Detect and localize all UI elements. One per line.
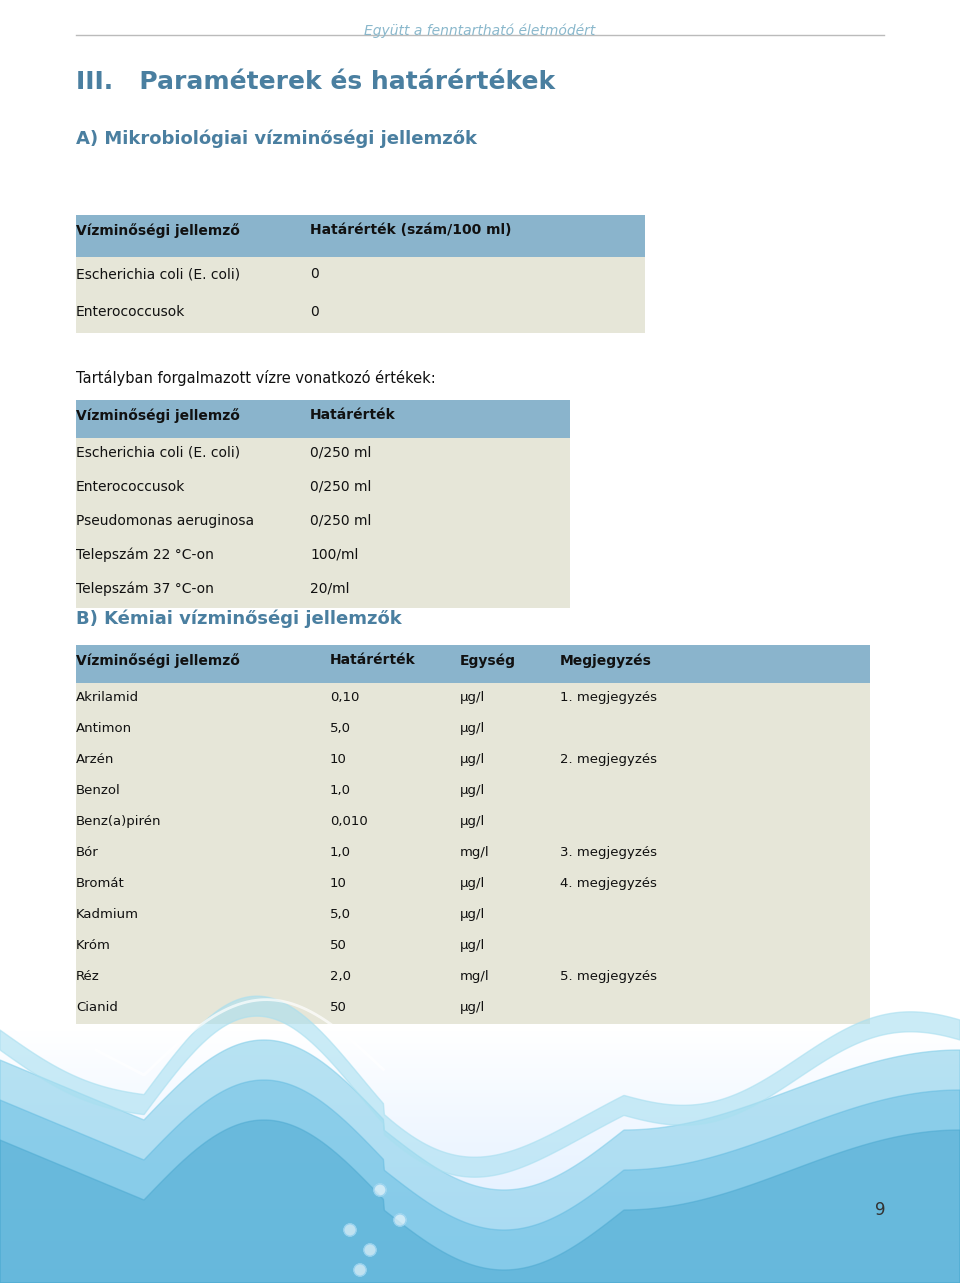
Text: 9: 9 bbox=[875, 1201, 885, 1219]
Circle shape bbox=[354, 1264, 366, 1277]
Text: Vízminőségi jellemző: Vízminőségi jellemző bbox=[76, 223, 240, 237]
Text: Cianid: Cianid bbox=[76, 1001, 118, 1014]
Text: 100/ml: 100/ml bbox=[310, 548, 358, 562]
Text: A) Mikrobiológiai vízminőségi jellemzők: A) Mikrobiológiai vízminőségi jellemzők bbox=[76, 130, 477, 149]
Text: III.   Paraméterek és határértékek: III. Paraméterek és határértékek bbox=[76, 71, 555, 94]
Text: 5. megjegyzés: 5. megjegyzés bbox=[560, 970, 657, 983]
Text: 50: 50 bbox=[330, 939, 347, 952]
Circle shape bbox=[394, 1214, 406, 1227]
Text: 0/250 ml: 0/250 ml bbox=[310, 446, 372, 461]
Bar bbox=[76, 438, 570, 608]
Text: 1,0: 1,0 bbox=[330, 845, 351, 860]
Text: Határérték (szám/100 ml): Határérték (szám/100 ml) bbox=[310, 223, 512, 237]
Text: Escherichia coli (E. coli): Escherichia coli (E. coli) bbox=[76, 267, 240, 281]
Text: Megjegyzés: Megjegyzés bbox=[560, 653, 652, 667]
Bar bbox=[0, 1030, 960, 1283]
Text: 1,0: 1,0 bbox=[330, 784, 351, 797]
Text: B) Kémiai vízminőségi jellemzők: B) Kémiai vízminőségi jellemzők bbox=[76, 609, 401, 629]
Text: Enterococcusok: Enterococcusok bbox=[76, 305, 185, 319]
Text: μg/l: μg/l bbox=[460, 1001, 485, 1014]
Text: Kadmium: Kadmium bbox=[76, 908, 139, 921]
Text: Telepszám 22 °C-on: Telepszám 22 °C-on bbox=[76, 548, 214, 562]
Text: 50: 50 bbox=[330, 1001, 347, 1014]
Bar bbox=[76, 216, 645, 257]
Text: 5,0: 5,0 bbox=[330, 722, 351, 735]
Text: μg/l: μg/l bbox=[460, 939, 485, 952]
Text: Enterococcusok: Enterococcusok bbox=[76, 480, 185, 494]
Circle shape bbox=[344, 1224, 356, 1236]
Text: 0: 0 bbox=[310, 305, 319, 319]
Text: Akrilamid: Akrilamid bbox=[76, 692, 139, 704]
Text: Bór: Bór bbox=[76, 845, 99, 860]
Text: 10: 10 bbox=[330, 753, 347, 766]
Text: 20/ml: 20/ml bbox=[310, 582, 349, 597]
Circle shape bbox=[374, 1184, 386, 1196]
Text: mg/l: mg/l bbox=[460, 970, 490, 983]
Text: Arzén: Arzén bbox=[76, 753, 114, 766]
Text: Króm: Króm bbox=[76, 939, 110, 952]
Bar bbox=[76, 645, 870, 683]
Text: μg/l: μg/l bbox=[460, 784, 485, 797]
Text: Tartályban forgalmazott vízre vonatkozó értékek:: Tartályban forgalmazott vízre vonatkozó … bbox=[76, 370, 436, 386]
Text: 2,0: 2,0 bbox=[330, 970, 351, 983]
Text: Határérték: Határérték bbox=[330, 653, 416, 667]
Text: Bromát: Bromát bbox=[76, 878, 125, 890]
Text: Benzol: Benzol bbox=[76, 784, 121, 797]
Bar bbox=[76, 257, 645, 334]
Text: 1. megjegyzés: 1. megjegyzés bbox=[560, 692, 657, 704]
Text: 0,010: 0,010 bbox=[330, 815, 368, 828]
Text: 3. megjegyzés: 3. megjegyzés bbox=[560, 845, 657, 860]
Text: Vízminőségi jellemző: Vízminőségi jellemző bbox=[76, 653, 240, 668]
Text: Vízminőségi jellemző: Vízminőségi jellemző bbox=[76, 408, 240, 423]
Text: μg/l: μg/l bbox=[460, 753, 485, 766]
Text: Telepszám 37 °C-on: Telepszám 37 °C-on bbox=[76, 582, 214, 597]
Text: Egység: Egység bbox=[460, 653, 516, 667]
Text: Benz(a)pirén: Benz(a)pirén bbox=[76, 815, 161, 828]
Text: 10: 10 bbox=[330, 878, 347, 890]
Bar bbox=[76, 683, 870, 1024]
Text: μg/l: μg/l bbox=[460, 692, 485, 704]
Text: 0/250 ml: 0/250 ml bbox=[310, 480, 372, 494]
Text: Escherichia coli (E. coli): Escherichia coli (E. coli) bbox=[76, 446, 240, 461]
Text: 2. megjegyzés: 2. megjegyzés bbox=[560, 753, 657, 766]
Text: μg/l: μg/l bbox=[460, 908, 485, 921]
Text: mg/l: mg/l bbox=[460, 845, 490, 860]
Text: 0: 0 bbox=[310, 267, 319, 281]
Text: 0/250 ml: 0/250 ml bbox=[310, 514, 372, 529]
Text: Réz: Réz bbox=[76, 970, 100, 983]
Text: Antimon: Antimon bbox=[76, 722, 132, 735]
Text: Együtt a fenntartható életmódért: Együtt a fenntartható életmódért bbox=[364, 23, 596, 37]
Text: 5,0: 5,0 bbox=[330, 908, 351, 921]
Text: 0,10: 0,10 bbox=[330, 692, 359, 704]
Text: μg/l: μg/l bbox=[460, 815, 485, 828]
Text: Határérték: Határérték bbox=[310, 408, 396, 422]
Text: μg/l: μg/l bbox=[460, 722, 485, 735]
Circle shape bbox=[364, 1245, 376, 1256]
Text: Pseudomonas aeruginosa: Pseudomonas aeruginosa bbox=[76, 514, 254, 529]
Text: μg/l: μg/l bbox=[460, 878, 485, 890]
Bar bbox=[76, 400, 570, 438]
Text: 4. megjegyzés: 4. megjegyzés bbox=[560, 878, 657, 890]
